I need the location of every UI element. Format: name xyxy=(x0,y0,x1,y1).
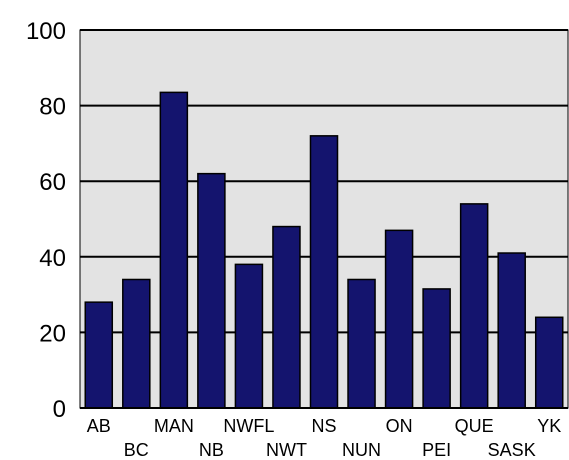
x-tick-label: AB xyxy=(87,416,111,436)
x-tick-label: NB xyxy=(199,440,224,460)
bar-sask xyxy=(497,252,526,409)
x-tick-label: SASK xyxy=(488,440,536,460)
x-tick-label: NUN xyxy=(342,440,381,460)
bar-nun xyxy=(347,278,376,409)
bar-on xyxy=(384,229,414,409)
y-tick-label: 100 xyxy=(26,18,66,45)
bar-yk xyxy=(534,316,564,409)
x-tick-label: NWT xyxy=(266,440,307,460)
bar-que xyxy=(459,203,489,409)
bar-nwt xyxy=(272,225,301,409)
bar-ab xyxy=(84,301,114,409)
y-tick-label: 40 xyxy=(39,245,66,272)
y-tick-label: 60 xyxy=(39,169,66,196)
y-tick-label: 20 xyxy=(39,320,66,347)
bar-pei xyxy=(422,288,451,409)
x-tick-label: YK xyxy=(537,416,561,436)
bar-bc xyxy=(122,278,151,409)
x-tick-label: ON xyxy=(386,416,413,436)
x-tick-label: BC xyxy=(124,440,149,460)
x-tick-label: MAN xyxy=(154,416,194,436)
y-axis-ticks: 0 20 40 60 80 100 xyxy=(26,18,66,423)
x-tick-label: NS xyxy=(311,416,336,436)
bars xyxy=(84,91,564,409)
x-tick-label: PEI xyxy=(422,440,451,460)
y-tick-label: 0 xyxy=(53,396,66,423)
y-tick-label: 80 xyxy=(39,94,66,121)
bar-ns xyxy=(309,135,339,409)
bar-nwfl xyxy=(234,263,264,409)
x-tick-label: QUE xyxy=(455,416,494,436)
bar-man xyxy=(159,91,189,409)
x-tick-label: NWFL xyxy=(223,416,274,436)
bar-nb xyxy=(197,172,226,409)
